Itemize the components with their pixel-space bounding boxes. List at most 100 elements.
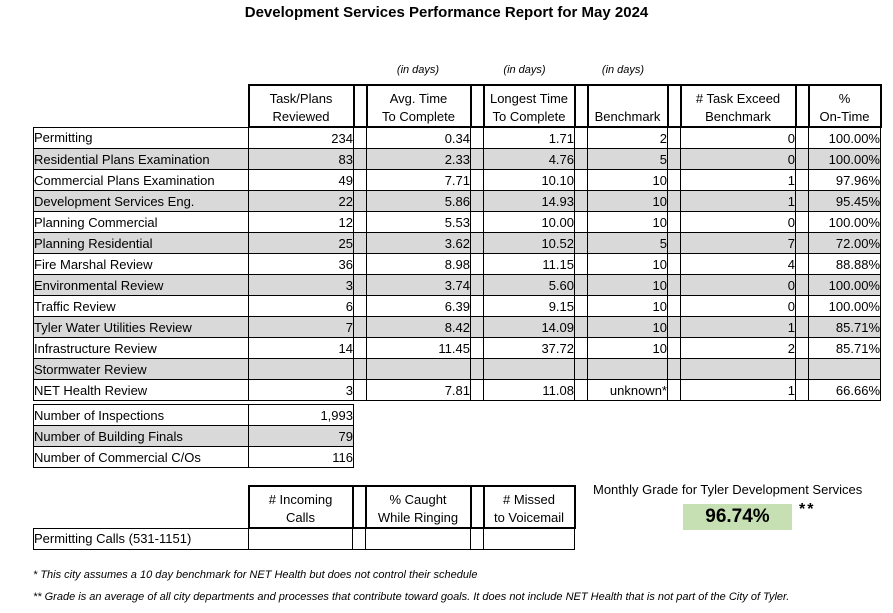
cell-longest: 1.71 bbox=[483, 126, 575, 149]
header-on-time: % On-Time bbox=[807, 84, 882, 128]
cell-reviewed: 14 bbox=[248, 337, 354, 359]
table-row: Permitting 234 0.34 1.71 2 0 100.00% bbox=[33, 126, 881, 149]
row-label: Environmental Review bbox=[33, 274, 249, 296]
cell-value: 1,993 bbox=[248, 404, 354, 426]
spacer-cell bbox=[574, 295, 588, 317]
row-label: Planning Residential bbox=[33, 232, 249, 254]
cell-caught bbox=[365, 527, 471, 550]
table-row: Number of Commercial C/Os 116 bbox=[33, 446, 354, 468]
cell-benchmark: 10 bbox=[587, 337, 668, 359]
cell-benchmark: 10 bbox=[587, 211, 668, 233]
cell-avg: 2.33 bbox=[366, 148, 471, 170]
spacer-cell bbox=[353, 232, 367, 254]
row-label: Traffic Review bbox=[33, 295, 249, 317]
spacer-cell bbox=[469, 84, 485, 128]
cell-incoming bbox=[248, 527, 353, 550]
cell-on-time: 100.00% bbox=[808, 274, 881, 296]
header-avg-time: Avg. Time To Complete bbox=[365, 84, 472, 128]
cell-benchmark: 5 bbox=[587, 232, 668, 254]
performance-table: Task/Plans Reviewed Avg. Time To Complet… bbox=[33, 84, 882, 401]
calls-table: # Incoming Calls % Caught While Ringing … bbox=[33, 485, 576, 550]
spacer-cell bbox=[574, 190, 588, 212]
cell-on-time: 100.00% bbox=[808, 211, 881, 233]
cell-on-time bbox=[808, 358, 881, 380]
cell-exceed: 1 bbox=[680, 316, 796, 338]
row-label: Permitting bbox=[33, 126, 249, 149]
in-days-label-benchmark: (in days) bbox=[601, 64, 645, 76]
spacer-cell bbox=[470, 232, 484, 254]
cell-longest: 9.15 bbox=[483, 295, 575, 317]
spacer-cell bbox=[574, 379, 588, 401]
cell-reviewed: 83 bbox=[248, 148, 354, 170]
spacer-cell bbox=[574, 274, 588, 296]
cell-benchmark: 10 bbox=[587, 316, 668, 338]
spacer-cell bbox=[470, 253, 484, 275]
cell-exceed: 1 bbox=[680, 169, 796, 191]
in-days-label-longest: (in days) bbox=[503, 64, 546, 76]
cell-reviewed bbox=[248, 358, 354, 380]
spacer-cell bbox=[574, 316, 588, 338]
spacer-cell bbox=[795, 148, 809, 170]
cell-reviewed: 3 bbox=[248, 379, 354, 401]
table-row: Infrastructure Review 14 11.45 37.72 10 … bbox=[33, 337, 881, 359]
spacer-cell bbox=[353, 274, 367, 296]
spacer-cell bbox=[667, 148, 681, 170]
monthly-grade-value: 96.74% bbox=[683, 504, 792, 530]
spacer-cell bbox=[469, 485, 485, 529]
header-longest-time: Longest Time To Complete bbox=[482, 84, 576, 128]
row-label: Fire Marshal Review bbox=[33, 253, 249, 275]
spacer-cell bbox=[667, 379, 681, 401]
table-row: Commercial Plans Examination 49 7.71 10.… bbox=[33, 169, 881, 191]
monthly-grade-label: Monthly Grade for Tyler Development Serv… bbox=[593, 482, 863, 497]
in-days-label-avg: (in days) bbox=[396, 64, 440, 76]
cell-value: 79 bbox=[248, 425, 354, 447]
table-row: Residential Plans Examination 83 2.33 4.… bbox=[33, 148, 881, 170]
cell-on-time: 100.00% bbox=[808, 148, 881, 170]
cell-exceed: 7 bbox=[680, 232, 796, 254]
spacer-cell bbox=[574, 148, 588, 170]
cell-benchmark bbox=[587, 358, 668, 380]
spacer-cell bbox=[795, 295, 809, 317]
row-label: Permitting Calls (531-1151) bbox=[33, 527, 249, 550]
cell-exceed: 0 bbox=[680, 211, 796, 233]
spacer-cell bbox=[470, 337, 484, 359]
cell-avg: 8.42 bbox=[366, 316, 471, 338]
page-title: Development Services Performance Report … bbox=[244, 4, 649, 21]
grade-asterisks: ** bbox=[799, 501, 816, 518]
spacer-cell bbox=[470, 527, 484, 550]
cell-avg: 3.62 bbox=[366, 232, 471, 254]
spacer-cell bbox=[470, 274, 484, 296]
spacer-cell bbox=[352, 527, 366, 550]
spacer-cell bbox=[667, 232, 681, 254]
cell-longest: 37.72 bbox=[483, 337, 575, 359]
cell-reviewed: 7 bbox=[248, 316, 354, 338]
header-blank-cell bbox=[34, 486, 249, 528]
cell-benchmark: 5 bbox=[587, 148, 668, 170]
row-label: Residential Plans Examination bbox=[33, 148, 249, 170]
row-label: Infrastructure Review bbox=[33, 337, 249, 359]
cell-on-time: 97.96% bbox=[808, 169, 881, 191]
table-row: Permitting Calls (531-1151) bbox=[33, 527, 575, 550]
cell-avg: 7.71 bbox=[366, 169, 471, 191]
spacer-cell bbox=[470, 148, 484, 170]
spacer-cell bbox=[353, 148, 367, 170]
cell-avg: 5.86 bbox=[366, 190, 471, 212]
spacer-cell bbox=[667, 169, 681, 191]
cell-exceed: 2 bbox=[680, 337, 796, 359]
cell-exceed: 0 bbox=[680, 274, 796, 296]
summary-table: Number of Inspections 1,993 Number of Bu… bbox=[33, 404, 354, 468]
spacer-cell bbox=[353, 253, 367, 275]
cell-avg: 7.81 bbox=[366, 379, 471, 401]
cell-benchmark: 2 bbox=[587, 126, 668, 149]
row-label: Number of Inspections bbox=[33, 404, 249, 426]
row-label: Number of Building Finals bbox=[33, 425, 249, 447]
spacer-cell bbox=[353, 190, 367, 212]
spacer-cell bbox=[574, 211, 588, 233]
cell-longest: 10.00 bbox=[483, 211, 575, 233]
cell-reviewed: 36 bbox=[248, 253, 354, 275]
spacer-cell bbox=[574, 169, 588, 191]
header-benchmark: Benchmark bbox=[586, 84, 669, 128]
spacer-cell bbox=[667, 126, 681, 149]
spacer-cell bbox=[795, 379, 809, 401]
spacer-cell bbox=[667, 337, 681, 359]
